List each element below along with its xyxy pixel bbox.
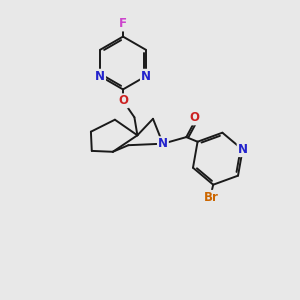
Text: Br: Br (203, 191, 218, 204)
Text: N: N (158, 137, 168, 150)
Text: N: N (238, 143, 248, 156)
Text: F: F (119, 17, 127, 31)
Text: N: N (141, 70, 151, 83)
Text: O: O (190, 111, 200, 124)
Text: N: N (95, 70, 105, 83)
Text: O: O (118, 94, 128, 107)
